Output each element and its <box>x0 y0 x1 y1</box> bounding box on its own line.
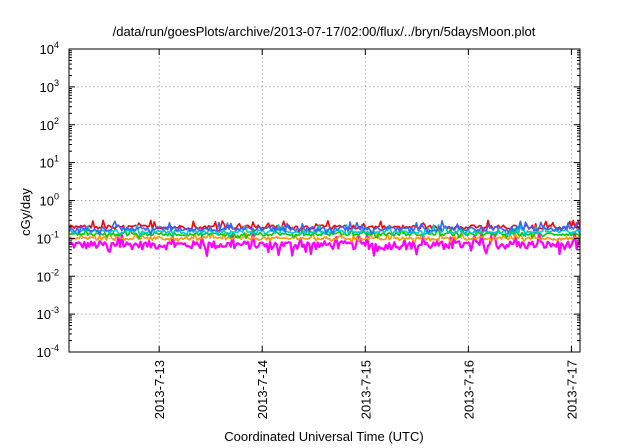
x-tick-label: 2013-7-16 <box>461 360 476 419</box>
series-group <box>68 219 581 257</box>
y-tick-label: 104 <box>40 40 59 57</box>
x-tick-label: 2013-7-14 <box>255 360 270 419</box>
y-tick-label: 10-4 <box>37 343 59 360</box>
y-axis-label: cGy/day <box>18 188 33 236</box>
y-tick-label: 103 <box>40 78 59 95</box>
y-tick-label: 10-2 <box>37 267 59 284</box>
y-tick-label: 10-3 <box>37 305 59 322</box>
series-line <box>68 220 581 236</box>
chart-title: /data/run/goesPlots/archive/2013-07-17/0… <box>113 24 536 39</box>
x-tick-label: 2013-7-15 <box>358 360 373 419</box>
x-axis: 2013-7-13 2013-7-14 2013-7-15 2013-7-16 2013… <box>152 49 579 419</box>
y-tick-label: 102 <box>40 116 59 133</box>
y-tick-label: 10-1 <box>37 229 59 246</box>
y-tick-label: 101 <box>40 154 59 171</box>
x-axis-label: Coordinated Universal Time (UTC) <box>224 429 423 444</box>
y-axis: 10-4 10-3 10-2 10-1 100 101 102 103 104 <box>37 40 580 360</box>
x-tick-label: 2013-7-17 <box>564 360 579 419</box>
series-line <box>68 231 581 244</box>
x-tick-label: 2013-7-13 <box>152 360 167 419</box>
grid <box>69 49 580 352</box>
y-tick-label: 100 <box>40 192 59 209</box>
